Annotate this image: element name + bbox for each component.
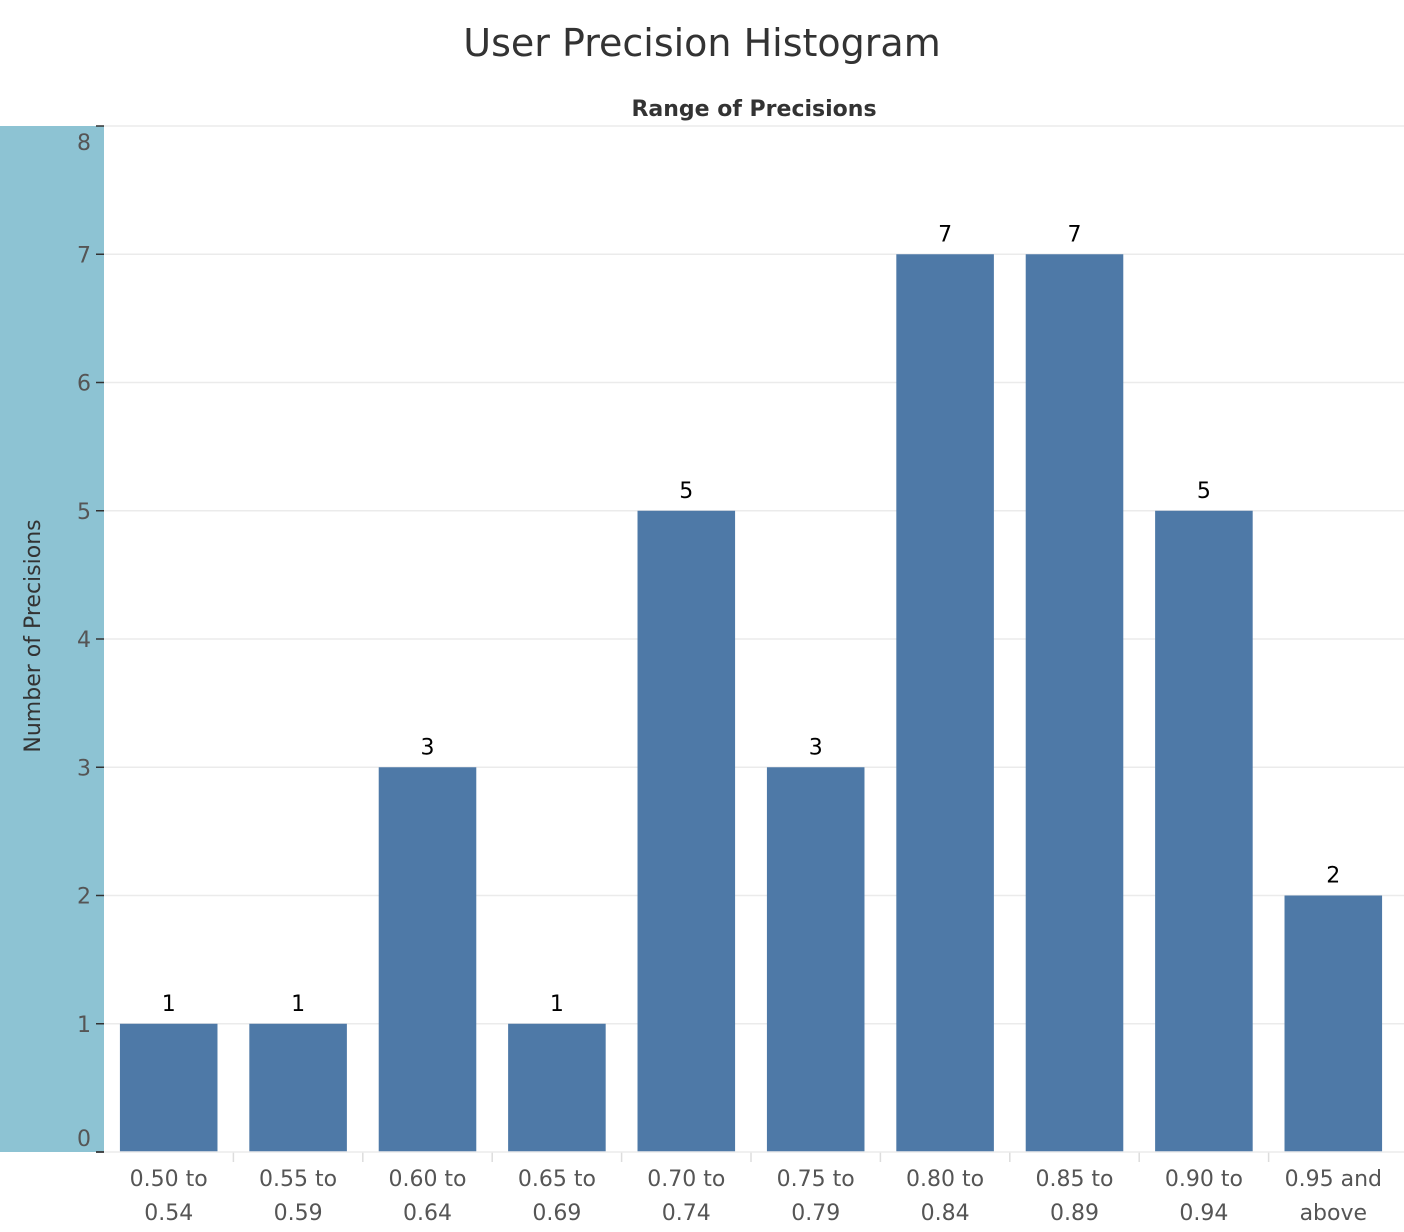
y-tick-label: 7	[77, 243, 91, 268]
bar	[1284, 895, 1383, 1152]
x-tick-label: 0.75 to	[777, 1167, 855, 1192]
bar	[637, 510, 736, 1152]
x-tick-label: 0.95 and	[1285, 1167, 1382, 1192]
y-tick-label: 5	[77, 500, 91, 525]
y-tick-label: 6	[77, 372, 91, 397]
x-tick-label: 0.80 to	[906, 1167, 984, 1192]
x-tick-label: 0.65 to	[518, 1167, 596, 1192]
column-header: Range of Precisions	[631, 97, 876, 122]
data-label: 3	[421, 735, 435, 760]
x-tick-label: 0.70 to	[647, 1167, 725, 1192]
x-tick-label: 0.59	[274, 1201, 323, 1226]
data-label: 3	[809, 735, 823, 760]
data-label: 5	[1197, 479, 1211, 504]
x-tick-label: 0.54	[144, 1201, 193, 1226]
y-tick-label: 3	[77, 756, 91, 781]
bars: 1 1 3 1 5 3 7 7 5 2	[119, 222, 1383, 1152]
x-tick-label: 0.90 to	[1165, 1167, 1243, 1192]
bar	[766, 767, 865, 1152]
bar	[896, 254, 994, 1152]
x-tick-label: 0.84	[921, 1201, 970, 1226]
x-tick-label: 0.94	[1179, 1201, 1228, 1226]
data-label: 1	[291, 992, 305, 1017]
x-tick-label: 0.60 to	[388, 1167, 466, 1192]
x-axis: 0.50 to 0.54 0.55 to 0.59 0.60 to 0.64 0.65 to…	[96, 1151, 1404, 1226]
data-label: 1	[550, 992, 564, 1017]
chart-title: User Precision Histogram	[463, 21, 940, 65]
x-tick-label: above	[1300, 1201, 1367, 1226]
y-tick-label: 1	[77, 1013, 91, 1038]
x-tick-label: 0.85 to	[1035, 1167, 1113, 1192]
data-label: 7	[1068, 222, 1082, 247]
data-label: 7	[938, 222, 952, 247]
x-tick-label: 0.55 to	[259, 1167, 337, 1192]
y-tick-label: 0	[77, 1127, 91, 1152]
data-label: 1	[162, 992, 176, 1017]
bar	[249, 1023, 347, 1152]
bar	[378, 767, 477, 1152]
bar	[508, 1023, 606, 1152]
x-tick-label: 0.74	[662, 1201, 711, 1226]
y-tick-label: 8	[77, 131, 91, 156]
y-tick-label: 2	[77, 885, 91, 910]
x-tick-label: 0.89	[1050, 1201, 1099, 1226]
bar	[1025, 254, 1124, 1152]
bar	[1155, 510, 1253, 1152]
x-tick-label: 0.64	[403, 1201, 452, 1226]
data-label: 2	[1326, 864, 1340, 889]
y-tick-label: 4	[77, 628, 91, 653]
y-axis: 0 1 2 3 4 5 6 7 8	[77, 125, 104, 1153]
bar	[119, 1023, 218, 1152]
x-tick-label: 0.69	[532, 1201, 581, 1226]
x-tick-label: 0.50 to	[130, 1167, 208, 1192]
y-axis-band	[0, 126, 104, 1152]
data-label: 5	[679, 479, 693, 504]
y-axis-title: Number of Precisions	[21, 519, 46, 752]
x-tick-label: 0.79	[791, 1201, 840, 1226]
